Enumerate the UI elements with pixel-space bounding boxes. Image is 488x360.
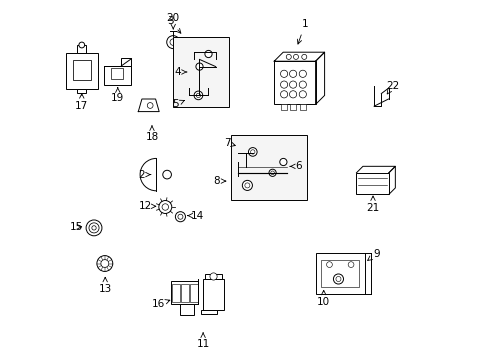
- Text: 18: 18: [145, 126, 158, 142]
- Text: 12: 12: [139, 201, 155, 211]
- Text: 19: 19: [111, 87, 124, 103]
- Circle shape: [270, 171, 274, 175]
- Bar: [321, 260, 358, 287]
- Text: 5: 5: [172, 99, 184, 109]
- Bar: [179, 304, 194, 315]
- Bar: [65, 53, 98, 89]
- Bar: [201, 310, 217, 314]
- Circle shape: [170, 39, 176, 45]
- Circle shape: [268, 169, 276, 176]
- Text: 3: 3: [166, 16, 181, 33]
- Circle shape: [194, 91, 203, 100]
- Circle shape: [101, 260, 108, 267]
- Circle shape: [279, 158, 286, 166]
- Bar: [299, 104, 305, 110]
- Bar: [77, 45, 86, 53]
- Circle shape: [79, 42, 84, 48]
- Circle shape: [299, 91, 306, 98]
- Bar: [77, 89, 86, 93]
- Bar: [121, 58, 131, 66]
- Circle shape: [301, 54, 306, 59]
- Circle shape: [204, 50, 212, 58]
- Text: 1: 1: [297, 19, 307, 44]
- Bar: [315, 253, 364, 294]
- Circle shape: [86, 220, 102, 236]
- Bar: [170, 281, 197, 304]
- Circle shape: [289, 81, 296, 88]
- Circle shape: [159, 201, 171, 213]
- Circle shape: [250, 150, 254, 154]
- Bar: [231, 135, 306, 200]
- Circle shape: [147, 103, 153, 108]
- Text: 2: 2: [138, 170, 150, 180]
- Circle shape: [347, 262, 353, 267]
- Circle shape: [248, 148, 257, 156]
- Circle shape: [299, 70, 306, 77]
- Text: 11: 11: [196, 333, 209, 349]
- Text: 17: 17: [75, 94, 88, 111]
- Circle shape: [285, 54, 291, 59]
- Circle shape: [209, 273, 217, 280]
- Bar: [203, 279, 224, 310]
- Circle shape: [242, 180, 252, 190]
- Circle shape: [178, 214, 183, 219]
- Text: 21: 21: [366, 196, 379, 213]
- Circle shape: [335, 276, 340, 282]
- Circle shape: [196, 63, 203, 70]
- Circle shape: [289, 70, 296, 77]
- Text: 16: 16: [152, 299, 169, 309]
- Bar: [172, 284, 179, 302]
- Circle shape: [162, 204, 168, 210]
- Bar: [173, 37, 229, 107]
- Text: 7: 7: [224, 138, 235, 148]
- Circle shape: [280, 70, 287, 77]
- Circle shape: [326, 262, 332, 267]
- Bar: [356, 173, 388, 194]
- Circle shape: [97, 256, 113, 271]
- Circle shape: [280, 91, 287, 98]
- Text: 4: 4: [174, 67, 186, 77]
- Circle shape: [175, 212, 185, 222]
- Bar: [190, 284, 197, 302]
- Bar: [274, 61, 315, 104]
- Text: 20: 20: [166, 13, 180, 29]
- Text: 15: 15: [69, 222, 82, 232]
- Circle shape: [280, 81, 287, 88]
- Bar: [73, 60, 91, 80]
- Text: 8: 8: [213, 176, 225, 186]
- Bar: [181, 284, 188, 302]
- Text: 14: 14: [187, 211, 203, 221]
- Bar: [289, 104, 295, 110]
- Bar: [281, 104, 286, 110]
- Circle shape: [89, 223, 99, 233]
- Bar: [104, 66, 131, 85]
- Circle shape: [166, 36, 179, 49]
- Circle shape: [289, 91, 296, 98]
- Circle shape: [299, 81, 306, 88]
- Circle shape: [333, 274, 343, 284]
- Text: 10: 10: [317, 291, 329, 307]
- Circle shape: [244, 183, 249, 188]
- Circle shape: [196, 93, 200, 98]
- Text: 13: 13: [99, 278, 112, 294]
- Circle shape: [92, 226, 96, 230]
- Text: 6: 6: [289, 161, 302, 171]
- Circle shape: [163, 170, 171, 179]
- Circle shape: [293, 54, 298, 59]
- Bar: [204, 274, 222, 279]
- Text: 22: 22: [386, 81, 399, 94]
- Text: 9: 9: [367, 249, 379, 260]
- Bar: [110, 68, 123, 79]
